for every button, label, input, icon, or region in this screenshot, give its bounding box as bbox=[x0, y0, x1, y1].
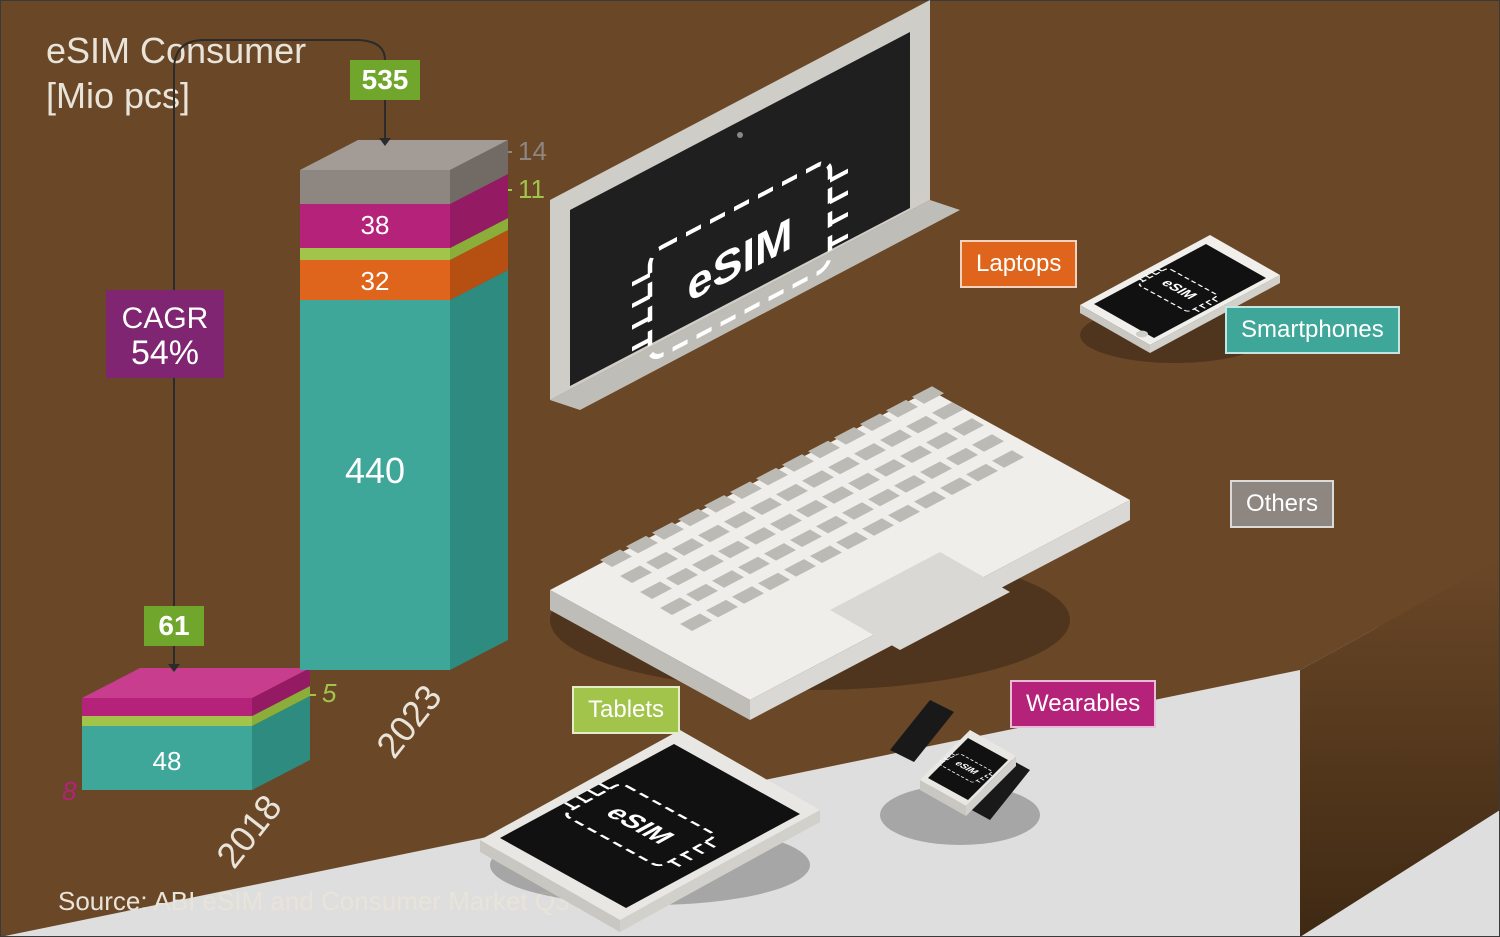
legend-smartphones-label: Smartphones bbox=[1241, 316, 1384, 343]
cagr-callout: CAGR 54% bbox=[106, 290, 224, 378]
bar-label-2018-tablets: 5 bbox=[322, 678, 336, 709]
cagr-label: CAGR bbox=[122, 302, 209, 335]
legend-tablets-label: Tablets bbox=[588, 696, 664, 723]
legend-smartphones: Smartphones bbox=[1225, 306, 1400, 354]
bar-label-2023-laptops: 32 bbox=[305, 266, 445, 297]
total-value-2023: 535 bbox=[362, 64, 409, 95]
bar-label-2023-tablets: 11 bbox=[518, 174, 545, 205]
total-flag-2023: 535 bbox=[350, 60, 420, 100]
bar-label-2018-wearables: 8 bbox=[62, 776, 76, 807]
legend-wearables: Wearables bbox=[1010, 680, 1156, 728]
bar-label-2023-others: 14 bbox=[518, 136, 547, 167]
legend-tablets: Tablets bbox=[572, 686, 680, 734]
total-flag-2018: 61 bbox=[144, 606, 204, 646]
legend-laptops: Laptops bbox=[960, 240, 1077, 288]
bar-label-2023-smartphones: 440 bbox=[305, 450, 445, 492]
bar-chart bbox=[0, 0, 560, 937]
total-value-2018: 61 bbox=[158, 610, 189, 641]
legend-wearables-label: Wearables bbox=[1026, 690, 1140, 717]
legend-others: Others bbox=[1230, 480, 1334, 528]
bar-label-2018-smartphones: 48 bbox=[97, 746, 237, 777]
legend-others-label: Others bbox=[1246, 490, 1318, 517]
cagr-value: 54% bbox=[131, 334, 199, 372]
legend-laptops-label: Laptops bbox=[976, 250, 1061, 277]
bar-label-2023-wearables: 38 bbox=[305, 210, 445, 241]
